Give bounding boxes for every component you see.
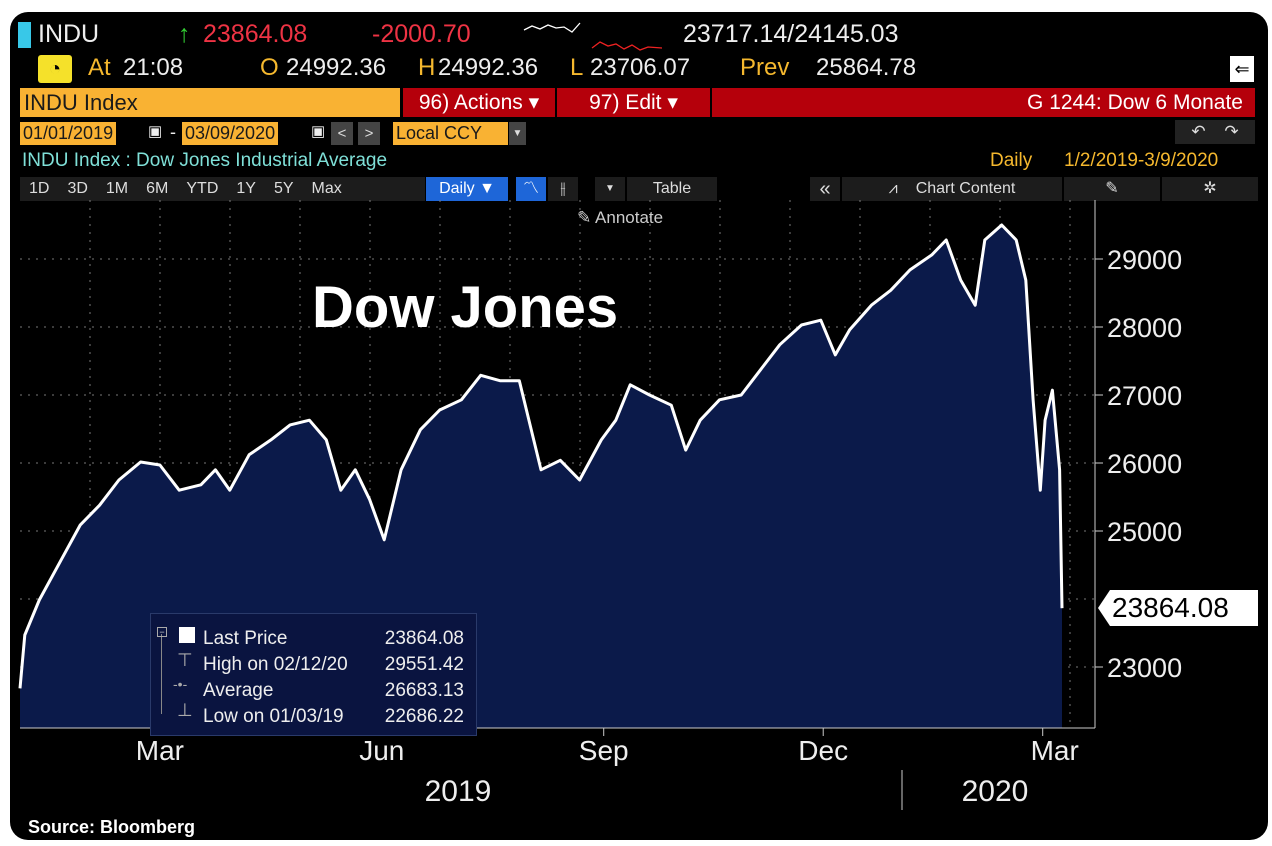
x-tick-label: Mar bbox=[1031, 735, 1079, 766]
collapse-icon[interactable]: − bbox=[157, 627, 167, 637]
year-label: 2020 bbox=[962, 775, 1029, 808]
legend-value: 23864.08 bbox=[384, 628, 464, 649]
collapse-icon[interactable]: « bbox=[810, 177, 840, 201]
legend-value: 22686.22 bbox=[384, 706, 464, 727]
annotate-button[interactable]: ✎ Annotate bbox=[577, 208, 663, 228]
frequency-label: Daily bbox=[990, 150, 1033, 171]
function-title: G 1244: Dow 6 Monate bbox=[712, 88, 1255, 117]
chart-content-button[interactable]: ⩘ Chart Content bbox=[842, 177, 1062, 201]
period-1y[interactable]: 1Y bbox=[236, 180, 256, 197]
high-marker-icon: ⊤ bbox=[177, 650, 193, 670]
last-price: 23864.08 bbox=[203, 20, 308, 48]
period-1d[interactable]: 1D bbox=[29, 180, 50, 197]
next-period-button[interactable]: > bbox=[358, 122, 380, 145]
legend-label: Last Price bbox=[203, 628, 288, 649]
prev-label: Prev bbox=[740, 54, 790, 81]
x-tick-label: Mar bbox=[136, 735, 184, 766]
security-description: INDU Index : Dow Jones Industrial Averag… bbox=[22, 150, 388, 171]
open-value: 24992.36 bbox=[286, 54, 387, 81]
x-tick-label: Sep bbox=[579, 735, 629, 766]
at-label: At bbox=[88, 54, 111, 81]
ticker-marker bbox=[18, 22, 31, 48]
security-field[interactable]: INDU Index bbox=[20, 88, 400, 117]
series-color-swatch bbox=[179, 627, 195, 643]
chevron-down-icon[interactable]: ▼ bbox=[509, 122, 526, 145]
chevron-down-icon[interactable]: ▼ bbox=[595, 177, 625, 201]
table-button[interactable]: Table bbox=[627, 177, 717, 201]
period-max[interactable]: Max bbox=[311, 180, 342, 197]
source-note: Source: Bloomberg bbox=[28, 817, 196, 837]
end-date-field[interactable]: 03/09/2020 bbox=[182, 122, 279, 145]
currency-select[interactable]: Local CCY bbox=[393, 122, 508, 145]
ticker: INDU bbox=[38, 20, 100, 48]
bar-chart-icon[interactable]: ⫲ bbox=[548, 177, 578, 201]
calendar-icon[interactable]: ▣ bbox=[148, 123, 163, 140]
chart-title: Dow Jones bbox=[312, 275, 619, 340]
chart-content-label: Chart Content bbox=[915, 180, 1016, 197]
price-chart: 29000 28000 27000 26000 25000 23000 Mar Jun Sep D… bbox=[18, 200, 1182, 810]
sparkline-icon bbox=[523, 22, 663, 51]
period-1m[interactable]: 1M bbox=[105, 180, 129, 197]
legend-label: Low on 01/03/19 bbox=[203, 706, 344, 727]
actions-button[interactable]: 96) Actions ▾ bbox=[403, 88, 555, 117]
y-tick-label: 26000 bbox=[1107, 449, 1182, 479]
high-label: H bbox=[418, 54, 436, 81]
average-marker-icon: -•- bbox=[173, 676, 188, 692]
price-line bbox=[18, 223, 1064, 689]
y-tick-label: 23000 bbox=[1107, 653, 1182, 683]
low-value: 23706.07 bbox=[590, 54, 691, 81]
annotate-label: Annotate bbox=[595, 208, 664, 227]
period-6m[interactable]: 6M bbox=[146, 180, 169, 197]
open-label: O bbox=[260, 54, 279, 81]
period-3d[interactable]: 3D bbox=[67, 180, 88, 197]
price-area bbox=[20, 225, 1062, 728]
start-date-field[interactable]: 01/01/2019 bbox=[20, 122, 117, 145]
bloomberg-terminal: INDU ↑ 23864.08 -2000.70 23717.14/24145.… bbox=[10, 12, 1268, 840]
period-5y[interactable]: 5Y bbox=[273, 180, 294, 197]
legend-value: 29551.42 bbox=[384, 654, 464, 675]
y-tick-label: 28000 bbox=[1107, 313, 1182, 343]
net-change: -2000.70 bbox=[372, 20, 471, 48]
y-tick-label: 27000 bbox=[1107, 381, 1182, 411]
edit-button[interactable]: 97) Edit ▾ bbox=[557, 88, 710, 117]
year-label: 2019 bbox=[425, 775, 492, 808]
chart-content-icon: ⩘ bbox=[888, 180, 898, 197]
legend: − ⊤ -•- ⊥ Last Price 23864.08 High on 02… bbox=[150, 613, 477, 736]
time: 21:08 bbox=[123, 54, 184, 81]
date-range-label: 1/2/2019-3/9/2020 bbox=[1064, 150, 1219, 171]
low-marker-icon: ⊥ bbox=[177, 700, 193, 720]
frequency-dropdown[interactable]: Daily ▼ bbox=[426, 177, 508, 201]
low-label: L bbox=[570, 54, 584, 81]
legend-label: High on 02/12/20 bbox=[203, 654, 348, 675]
prev-value: 25864.78 bbox=[816, 54, 917, 81]
undo-redo-buttons[interactable]: ↶ ↷ bbox=[1175, 120, 1255, 144]
high-value: 24992.36 bbox=[438, 54, 539, 81]
last-price-label: 23864.08 bbox=[1112, 592, 1229, 623]
prev-period-button[interactable]: < bbox=[331, 122, 353, 145]
up-arrow-icon: ↑ bbox=[178, 20, 191, 48]
y-tick-label: 25000 bbox=[1107, 517, 1182, 547]
x-tick-label: Jun bbox=[359, 735, 404, 766]
line-chart-icon[interactable]: 〽 bbox=[516, 177, 546, 201]
legend-value: 26683.13 bbox=[384, 680, 464, 701]
gauge-icon[interactable]: ◔ bbox=[38, 55, 72, 83]
x-tick-label: Dec bbox=[798, 735, 848, 766]
y-tick-label: 29000 bbox=[1107, 245, 1182, 275]
period-ytd[interactable]: YTD bbox=[186, 180, 219, 197]
settings-gear-icon[interactable]: ✲ bbox=[1162, 177, 1258, 201]
pencil-icon: ✎ bbox=[577, 208, 596, 227]
period-toolbar: 1D 3D 1M 6M YTD 1Y 5Y Max bbox=[20, 177, 425, 201]
date-separator: - bbox=[170, 122, 176, 142]
calendar-icon[interactable]: ▣ bbox=[311, 123, 326, 140]
edit-chart-icon[interactable]: ✎ bbox=[1064, 177, 1160, 201]
last-price-tag: 23864.08 bbox=[1098, 590, 1258, 626]
bid-ask: 23717.14/24145.03 bbox=[683, 20, 899, 48]
legend-label: Average bbox=[203, 680, 274, 701]
exit-icon[interactable]: ⇐ bbox=[1230, 56, 1254, 82]
